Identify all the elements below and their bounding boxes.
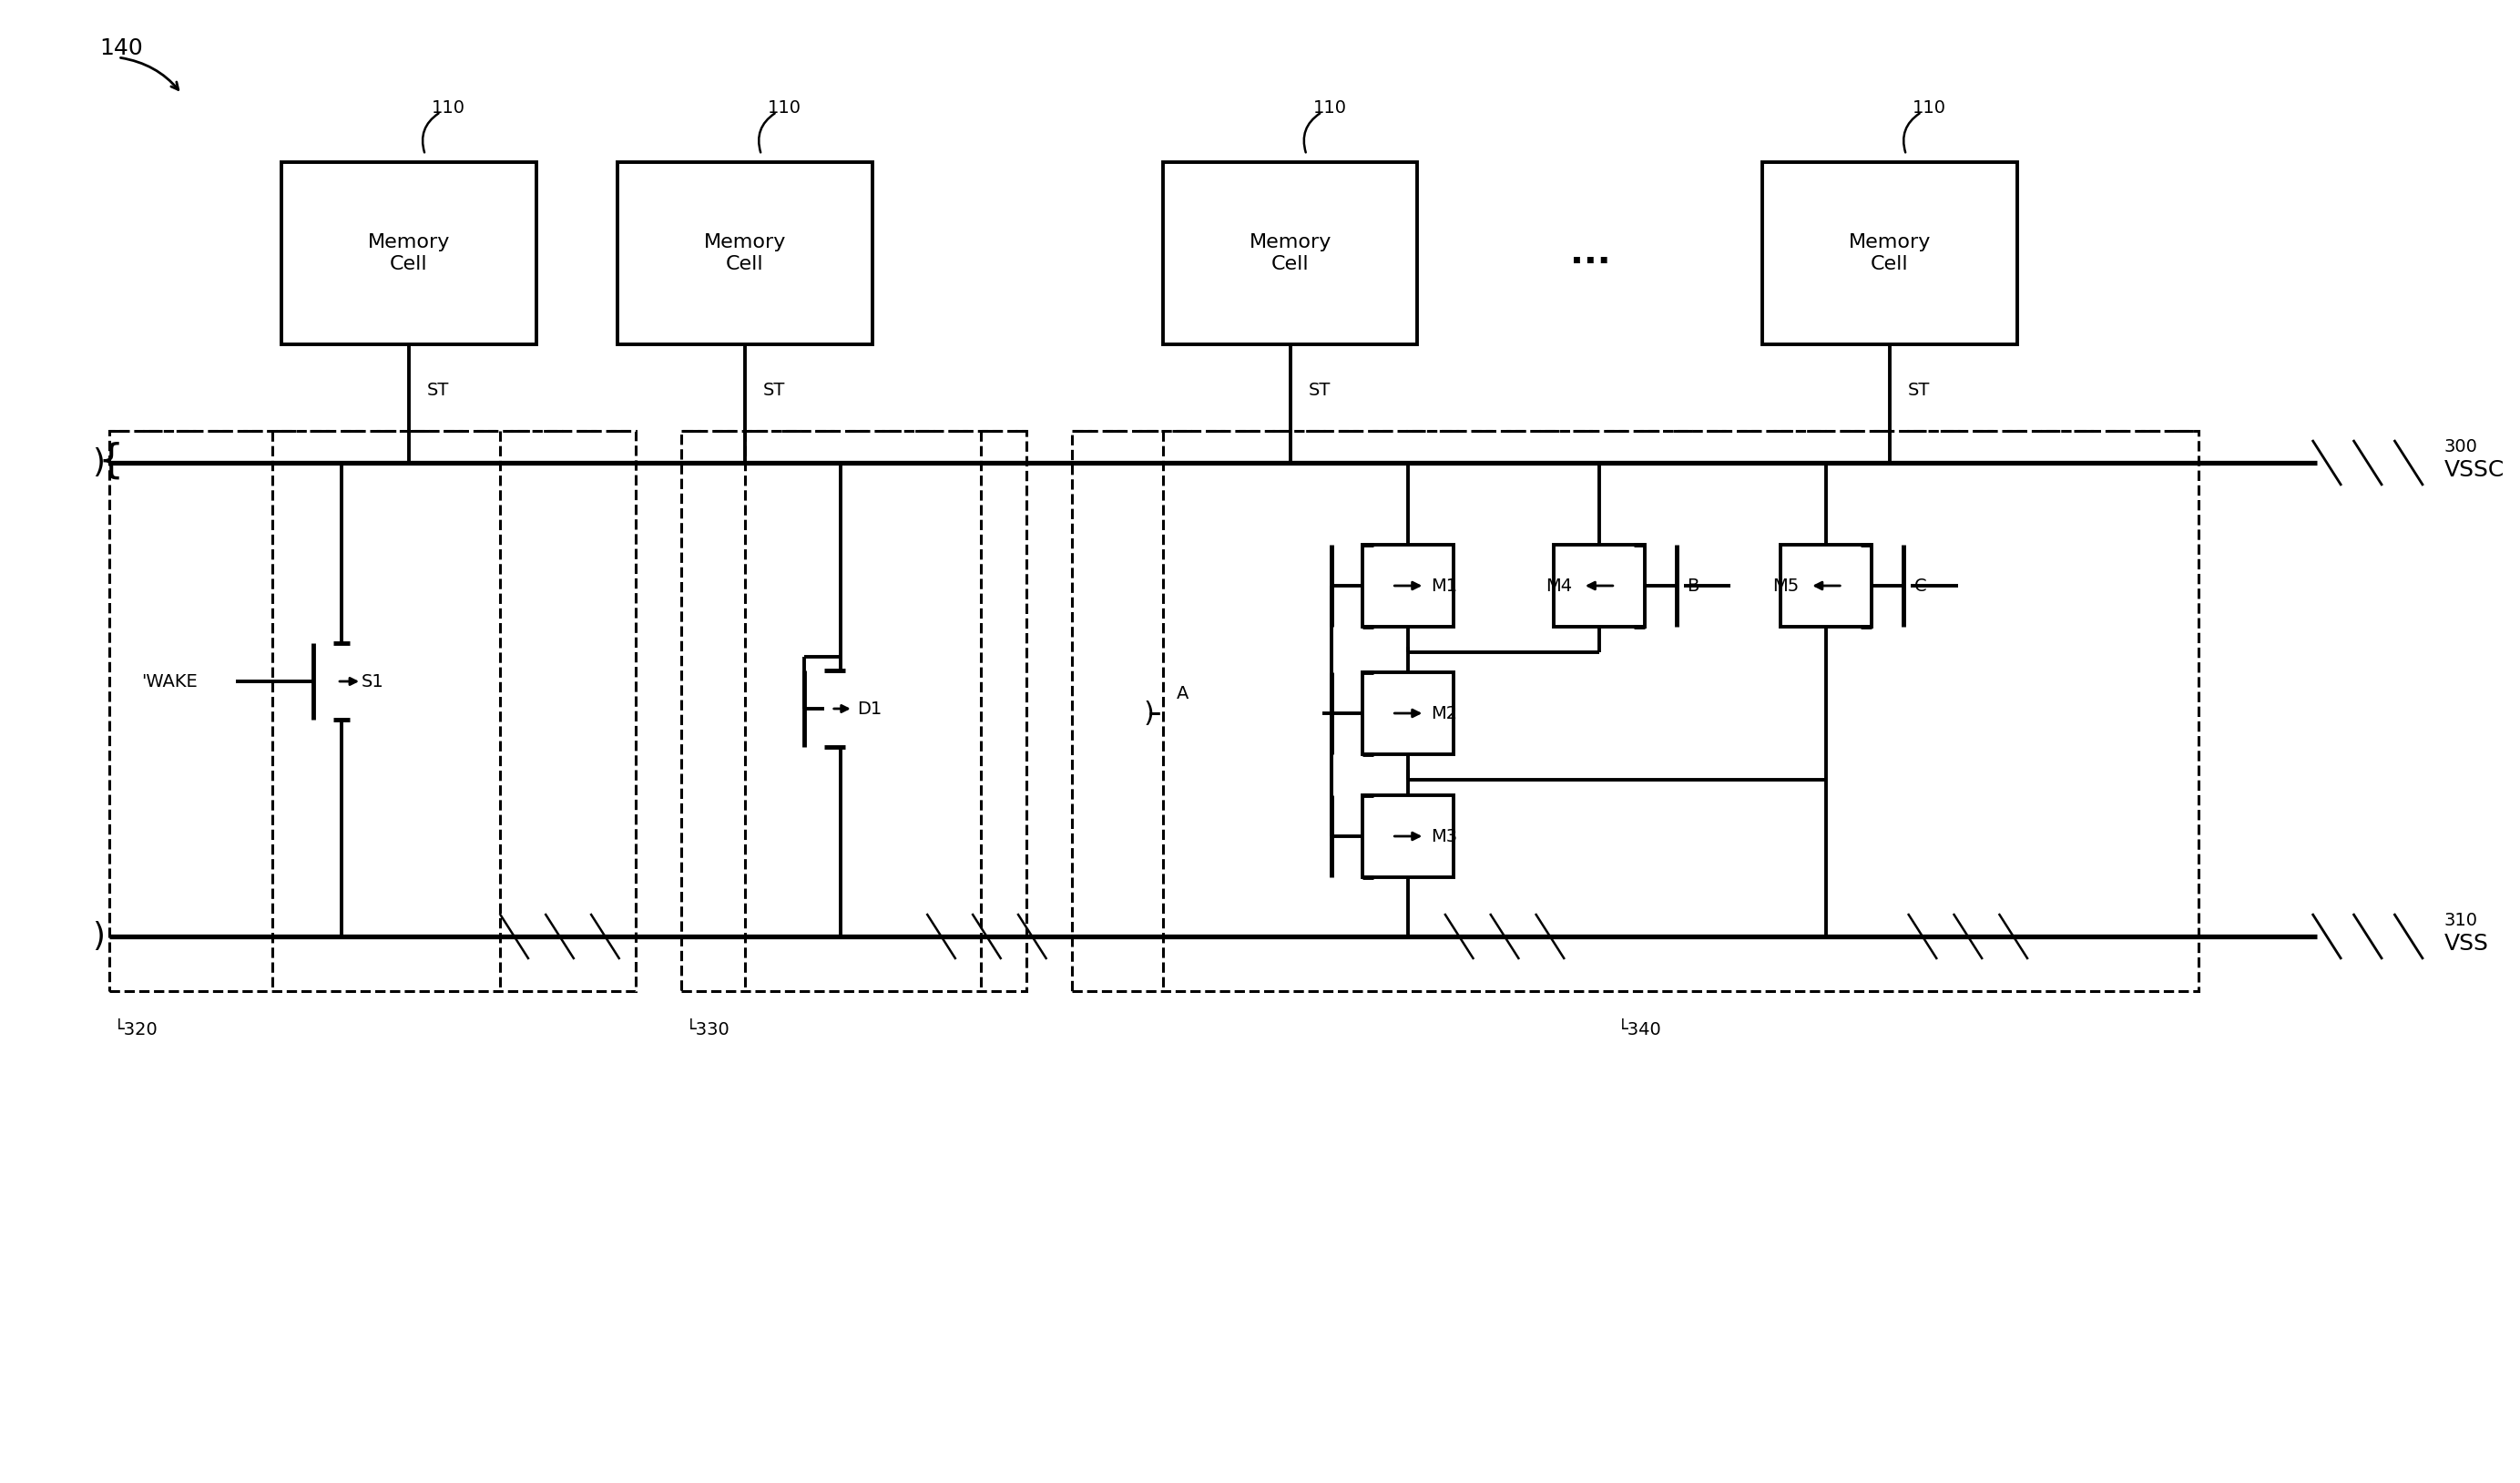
Bar — [1363, 544, 1454, 627]
Text: M3: M3 — [1431, 828, 1457, 845]
Text: 300: 300 — [2444, 437, 2477, 455]
Bar — [1782, 544, 1872, 627]
Text: ): ) — [91, 448, 103, 478]
Bar — [1555, 544, 1646, 627]
Text: 'WAKE: 'WAKE — [141, 673, 197, 690]
Text: Memory
Cell: Memory Cell — [1250, 233, 1331, 273]
Text: {: { — [98, 442, 123, 480]
Bar — [617, 162, 872, 344]
Text: VSSC: VSSC — [2444, 460, 2505, 480]
Text: 310: 310 — [2444, 912, 2477, 928]
Text: D1: D1 — [857, 700, 882, 718]
Text: A: A — [1177, 685, 1189, 701]
Text: └330: └330 — [685, 1020, 731, 1038]
Text: Memory
Cell: Memory Cell — [368, 233, 451, 273]
Bar — [1363, 795, 1454, 878]
Bar — [282, 162, 537, 344]
Text: M2: M2 — [1431, 704, 1457, 722]
Bar — [1363, 672, 1454, 755]
Text: 110: 110 — [431, 99, 466, 116]
Text: ST: ST — [426, 381, 449, 399]
Text: S1: S1 — [360, 673, 383, 690]
Text: └340: └340 — [1618, 1020, 1661, 1038]
Text: M4: M4 — [1545, 577, 1572, 595]
Text: Memory
Cell: Memory Cell — [1850, 233, 1930, 273]
Text: 140: 140 — [101, 37, 144, 59]
Text: ...: ... — [1570, 236, 1610, 270]
Text: B: B — [1688, 577, 1698, 595]
Bar — [1761, 162, 2016, 344]
Bar — [1162, 162, 1416, 344]
Bar — [108, 432, 635, 991]
Text: ST: ST — [1908, 381, 1930, 399]
Text: ): ) — [91, 921, 103, 952]
Bar — [1071, 432, 2200, 991]
Bar — [680, 432, 1026, 991]
Text: 110: 110 — [1313, 99, 1346, 116]
Text: └320: └320 — [113, 1020, 159, 1038]
Text: ST: ST — [764, 381, 786, 399]
Text: C: C — [1915, 577, 1928, 595]
Text: VSS: VSS — [2444, 933, 2490, 955]
Text: 110: 110 — [1913, 99, 1945, 116]
Text: ST: ST — [1308, 381, 1331, 399]
Text: M1: M1 — [1431, 577, 1457, 595]
Text: ): ) — [1144, 700, 1154, 727]
Text: Memory
Cell: Memory Cell — [703, 233, 786, 273]
Text: 110: 110 — [769, 99, 801, 116]
Text: M5: M5 — [1772, 577, 1799, 595]
